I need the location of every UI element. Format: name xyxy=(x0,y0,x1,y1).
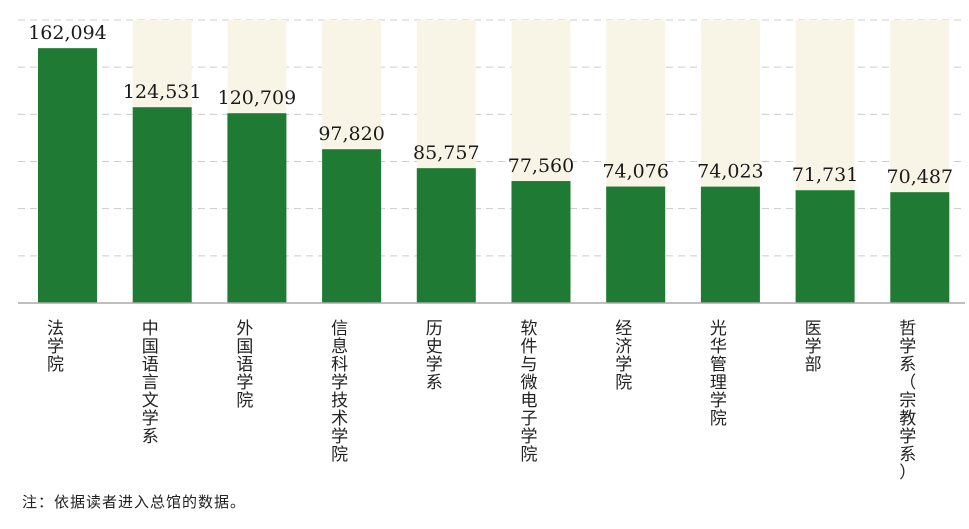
category-label-char: 管 xyxy=(710,355,727,375)
bar xyxy=(606,186,666,303)
category-label-char: 学 xyxy=(236,373,253,393)
value-label: 70,487 xyxy=(887,166,953,188)
category-label-char: 学 xyxy=(615,355,632,375)
category-label-char: 哲 xyxy=(899,319,916,339)
category-label-char: 院 xyxy=(47,355,64,375)
category-label-char: 学 xyxy=(331,373,348,393)
value-label: 74,023 xyxy=(697,161,763,183)
category-label-char: 软 xyxy=(521,319,538,339)
category-label-char: 系 xyxy=(899,445,916,465)
category-label-char: 学 xyxy=(331,427,348,447)
category-label-char: 院 xyxy=(236,391,253,411)
value-label: 85,757 xyxy=(413,142,479,164)
category-label-char: 学 xyxy=(899,337,916,357)
category-label-char: 与 xyxy=(521,355,538,375)
value-label: 120,709 xyxy=(218,87,297,109)
category-label-char: 学 xyxy=(47,337,64,357)
category-label-char: 中 xyxy=(142,319,159,339)
category-label-char: 济 xyxy=(615,337,632,357)
category-label-char: 学 xyxy=(521,427,538,447)
category-label-char: 术 xyxy=(331,409,348,429)
value-label: 71,731 xyxy=(792,164,858,186)
category-label-char: 信 xyxy=(331,319,348,339)
value-labels: 162,094 124,531 120,709 97,820 85,757 77,560 7… xyxy=(28,22,953,188)
category-label-char: 语 xyxy=(142,355,159,375)
category-label-char: 语 xyxy=(236,355,253,375)
footnote: 注：依据读者进入总馆的数据。 xyxy=(22,493,247,511)
category-label-char: ） xyxy=(899,463,916,483)
category-label-char: 文 xyxy=(142,391,159,411)
category-label-char: 科 xyxy=(331,355,348,375)
value-label: 97,820 xyxy=(318,123,384,145)
value-label: 162,094 xyxy=(28,22,107,44)
category-label-char: 子 xyxy=(521,409,538,429)
category-label-char: 学 xyxy=(805,337,822,357)
category-label-char: 院 xyxy=(710,409,727,429)
category-label-char: 件 xyxy=(521,337,538,357)
value-label: 77,560 xyxy=(508,155,574,177)
category-label: 医学部 xyxy=(805,319,822,375)
category-label-char: 院 xyxy=(615,373,632,393)
bars xyxy=(38,48,950,304)
category-label-char: 技 xyxy=(331,391,348,411)
value-label: 124,531 xyxy=(123,81,202,103)
category-label-char: 息 xyxy=(331,337,348,357)
category-label-char: 言 xyxy=(142,373,159,393)
category-label-char: 历 xyxy=(426,319,443,339)
category-label-char: 经 xyxy=(615,319,632,339)
category-label-char: 学 xyxy=(899,427,916,447)
category-label-char: 院 xyxy=(521,445,538,465)
category-label-char: 华 xyxy=(710,337,727,357)
category-label-char: 外 xyxy=(236,319,253,339)
bar xyxy=(795,190,855,303)
category-label-char: 光 xyxy=(710,319,727,339)
bar xyxy=(890,192,950,303)
category-label-char: 微 xyxy=(521,373,538,393)
category-label-char: 部 xyxy=(805,355,822,375)
category-label-char: 院 xyxy=(331,445,348,465)
bar xyxy=(700,186,760,303)
category-label-char: 学 xyxy=(710,391,727,411)
bar xyxy=(227,113,287,303)
category-label-char: 教 xyxy=(899,409,916,429)
bar xyxy=(38,48,97,304)
category-label-char: 理 xyxy=(710,373,727,393)
category-label-char: （ xyxy=(899,373,916,393)
category-label: 法学院 xyxy=(47,319,64,375)
bar xyxy=(511,181,571,303)
value-label: 74,076 xyxy=(602,161,668,183)
category-label-char: 宗 xyxy=(899,391,916,411)
category-label-char: 国 xyxy=(142,337,159,357)
category-labels: 法学院中国语言文学系外国语学院信息科学技术学院历史学系软件与微电子学院经济学院光… xyxy=(47,319,916,483)
category-label-char: 史 xyxy=(426,337,443,357)
category-label-char: 医 xyxy=(805,319,822,339)
category-label-char: 学 xyxy=(142,409,159,429)
bar xyxy=(132,107,192,303)
bar xyxy=(322,149,382,303)
category-label-char: 系 xyxy=(899,355,916,375)
category-label-char: 学 xyxy=(426,355,443,375)
category-label-char: 国 xyxy=(236,337,253,357)
category-label-char: 法 xyxy=(47,319,64,339)
category-label-char: 电 xyxy=(521,391,538,411)
category-label-char: 系 xyxy=(142,427,159,447)
bar xyxy=(416,168,476,303)
category-label-char: 系 xyxy=(426,373,443,393)
